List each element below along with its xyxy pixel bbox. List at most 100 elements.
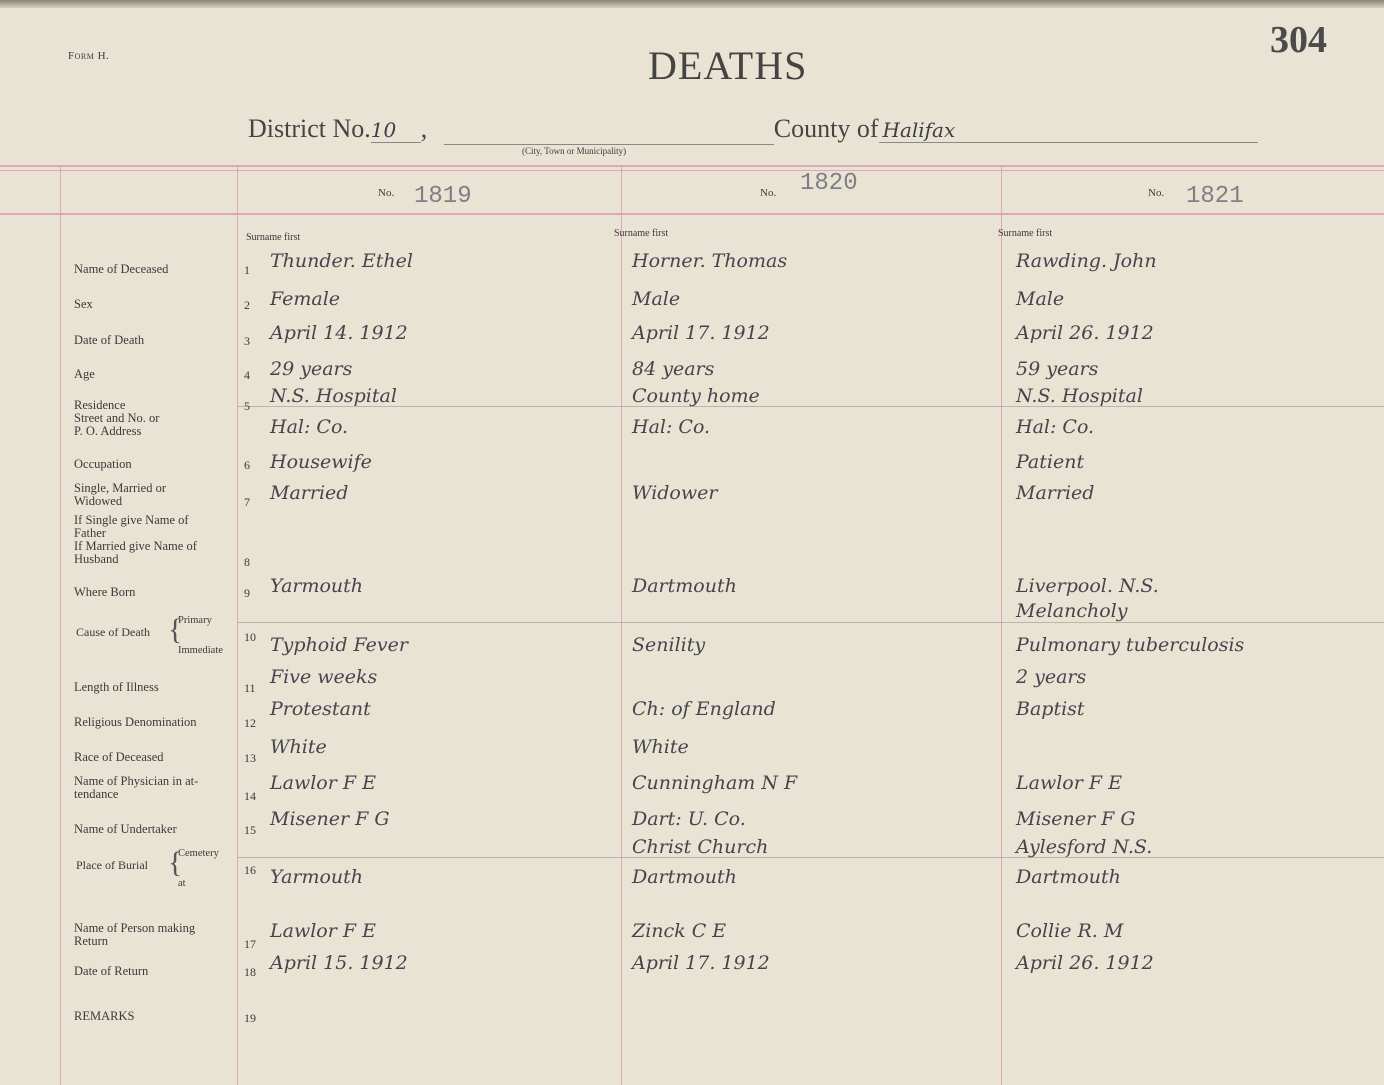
field-label: Name of Deceased xyxy=(74,262,169,276)
record-return-by: Zinck C E xyxy=(632,920,727,942)
field-number: 4 xyxy=(244,368,250,382)
rule-col-3 xyxy=(1001,165,1002,1085)
record-sex: Female xyxy=(270,288,341,310)
record-age: 59 years xyxy=(1016,358,1099,380)
field-label: Religious Denomination xyxy=(74,715,197,729)
field-label: Age xyxy=(74,367,95,381)
field-label: Length of Illness xyxy=(74,680,159,694)
surname-hint: Surname first xyxy=(998,228,1053,239)
rule-residence xyxy=(238,406,1384,407)
record-cemetery: Aylesford N.S. xyxy=(1016,836,1153,858)
record-age: 84 years xyxy=(632,358,715,380)
field-label: Sex xyxy=(74,297,93,311)
county-value: Halifax xyxy=(878,118,1258,143)
field-sublabel: Immediate xyxy=(178,645,223,656)
record-date-of-death: April 14. 1912 xyxy=(270,322,408,344)
county-label: County of xyxy=(773,114,879,143)
surname-hint: Surname first xyxy=(614,228,669,239)
record-cause-immediate: Pulmonary tuberculosis xyxy=(1016,634,1245,656)
record-cause-immediate: Typhoid Fever xyxy=(270,634,408,656)
page-title: DEATHS xyxy=(648,43,808,88)
rule-top xyxy=(0,165,1384,167)
record-number: 1821 xyxy=(1186,183,1244,210)
field-number: 10 xyxy=(244,630,256,644)
field-label: Single, Married or Widowed xyxy=(74,481,166,508)
field-label: REMARKS xyxy=(74,1009,135,1023)
record-name: Thunder. Ethel xyxy=(270,250,413,272)
record-address: Hal: Co. xyxy=(632,416,711,438)
field-label: Race of Deceased xyxy=(74,750,164,764)
field-label-text: Place of Burial xyxy=(76,858,148,872)
record-physician: Cunningham N F xyxy=(632,772,798,794)
record-date-of-death: April 17. 1912 xyxy=(632,322,770,344)
field-sublabel: Cemetery xyxy=(178,848,219,859)
field-label: Place of Burial xyxy=(76,859,148,872)
rule-top-2 xyxy=(0,170,1384,171)
record-residence: County home xyxy=(632,385,760,407)
record-number: 1819 xyxy=(414,183,472,210)
record-religion: Ch: of England xyxy=(632,698,776,720)
record-where-born: Yarmouth xyxy=(270,575,364,597)
municipality-caption: (City, Town or Municipality) xyxy=(522,146,627,156)
record-cemetery: Christ Church xyxy=(632,836,769,858)
record-undertaker: Misener F G xyxy=(1016,808,1136,830)
surname-hint: Surname first xyxy=(246,232,301,243)
record-physician: Lawlor F E xyxy=(1016,772,1122,794)
field-number: 15 xyxy=(244,823,256,837)
field-number: 11 xyxy=(244,681,256,695)
field-label: Name of Physician in at- tendance xyxy=(74,774,199,801)
record-return-by: Collie R. M xyxy=(1016,920,1124,942)
record-residence: N.S. Hospital xyxy=(1016,385,1143,407)
brace-icon: { xyxy=(168,613,183,646)
record-marital: Widower xyxy=(632,482,718,504)
field-number: 5 xyxy=(244,399,250,413)
rule-col-2 xyxy=(621,165,622,1085)
field-label: Name of Person making Return xyxy=(74,921,196,948)
field-label: Residence Street and No. or P. O. Addres… xyxy=(74,398,160,438)
record-age: 29 years xyxy=(270,358,353,380)
record-undertaker: Dart: U. Co. xyxy=(632,808,746,830)
record-burial-at: Dartmouth xyxy=(1016,866,1121,888)
field-label: Where Born xyxy=(74,585,136,599)
district-line: District No.10, County of Halifax xyxy=(248,114,1258,145)
record-address: Hal: Co. xyxy=(1016,416,1095,438)
record-sex: Male xyxy=(632,288,681,310)
field-sublabel: Primary xyxy=(178,615,212,626)
record-sex: Male xyxy=(1016,288,1065,310)
record-number-label: No. xyxy=(378,187,395,199)
record-physician: Lawlor F E xyxy=(270,772,376,794)
field-label: Cause of Death xyxy=(76,626,150,639)
field-number: 18 xyxy=(244,965,256,979)
field-number: 14 xyxy=(244,789,256,803)
record-cause-primary: Melancholy xyxy=(1016,600,1128,622)
rule-margin xyxy=(60,165,61,1085)
record-date-return: April 26. 1912 xyxy=(1016,952,1154,974)
record-religion: Protestant xyxy=(270,698,371,720)
record-marital: Married xyxy=(1016,482,1095,504)
field-sublabel: at xyxy=(178,878,186,889)
record-cause-immediate: Senility xyxy=(632,634,706,656)
field-label: If Single give Name of Father If Married… xyxy=(74,513,197,566)
brace-icon: { xyxy=(168,846,183,879)
record-date-return: April 17. 1912 xyxy=(632,952,770,974)
field-number: 13 xyxy=(244,751,256,765)
rule-col-1 xyxy=(237,165,238,1085)
record-number-label: No. xyxy=(760,187,777,199)
record-undertaker: Misener F G xyxy=(270,808,390,830)
record-burial-at: Dartmouth xyxy=(632,866,737,888)
record-length-illness: Five weeks xyxy=(270,666,378,688)
record-burial-at: Yarmouth xyxy=(270,866,364,888)
record-address: Hal: Co. xyxy=(270,416,349,438)
page-edge-shadow xyxy=(0,0,1384,8)
field-label-text: Cause of Death xyxy=(76,625,150,639)
field-label: Occupation xyxy=(74,457,132,471)
record-name: Rawding. John xyxy=(1016,250,1157,272)
record-length-illness: 2 years xyxy=(1016,666,1087,688)
field-label: Name of Undertaker xyxy=(74,822,177,836)
field-number: 17 xyxy=(244,937,256,951)
field-label: Date of Return xyxy=(74,964,149,978)
record-marital: Married xyxy=(270,482,349,504)
field-number: 7 xyxy=(244,495,250,509)
field-number: 8 xyxy=(244,555,250,569)
record-residence: N.S. Hospital xyxy=(270,385,397,407)
